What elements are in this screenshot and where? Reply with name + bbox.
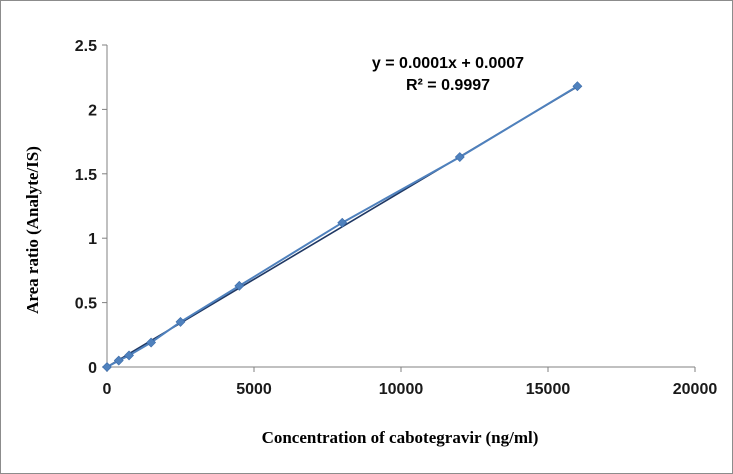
data-markers bbox=[102, 81, 583, 372]
y-tick-label: 0.5 bbox=[75, 296, 97, 313]
y-axis-title: Area ratio (Analyte/IS) bbox=[23, 146, 42, 314]
data-point bbox=[572, 81, 583, 92]
data-point bbox=[124, 350, 134, 361]
data-point bbox=[146, 337, 157, 348]
data-point bbox=[102, 362, 112, 372]
data-point bbox=[175, 316, 186, 327]
x-axis-title: Concentration of cabotegravir (ng/ml) bbox=[262, 428, 539, 447]
data-point bbox=[337, 217, 348, 228]
x-ticks: 0 5000 10000 15000 20000 bbox=[103, 367, 718, 398]
x-tick-label: 15000 bbox=[526, 381, 571, 398]
x-tick-label: 10000 bbox=[379, 381, 424, 398]
axes bbox=[106, 45, 695, 368]
y-tick-label: 0 bbox=[88, 360, 97, 377]
y-tick-label: 2.5 bbox=[75, 38, 97, 55]
y-tick-label: 1 bbox=[88, 231, 97, 248]
x-tick-label: 20000 bbox=[673, 381, 718, 398]
data-point bbox=[113, 355, 124, 366]
trendline-equation: y = 0.0001x + 0.0007 bbox=[372, 55, 524, 72]
y-tick-label: 2 bbox=[88, 102, 97, 119]
y-ticks: 0 0.5 1 1.5 2 2.5 bbox=[75, 38, 107, 377]
data-point bbox=[454, 152, 465, 162]
x-tick-label: 5000 bbox=[236, 381, 272, 398]
x-tick-label: 0 bbox=[103, 381, 112, 398]
r-squared-label: R² = 0.9997 bbox=[406, 77, 490, 94]
data-point bbox=[234, 280, 245, 291]
y-tick-label: 1.5 bbox=[75, 167, 97, 184]
